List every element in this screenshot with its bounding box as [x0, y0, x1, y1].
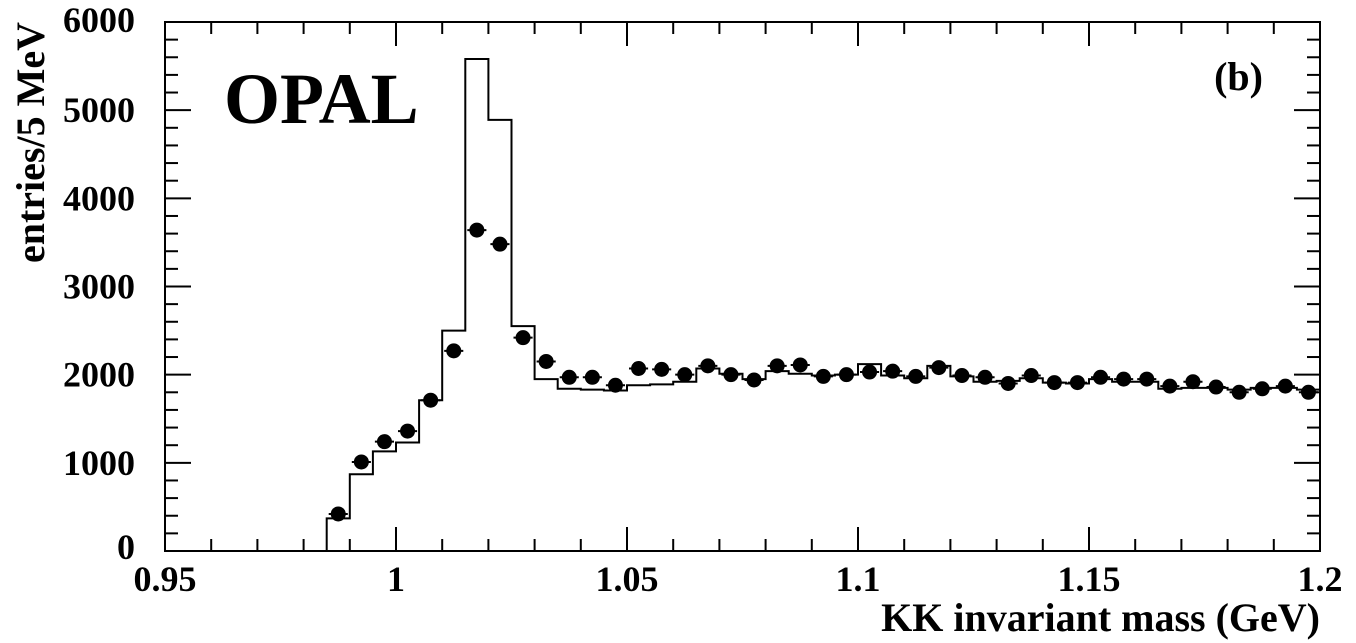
- x-axis-title: KK invariant mass (GeV): [881, 595, 1320, 640]
- data-point: [1093, 369, 1109, 385]
- data-point: [654, 361, 670, 377]
- data-point: [1139, 371, 1155, 387]
- y-axis-title: entries/5 MeV: [8, 22, 53, 263]
- data-points-series: [328, 222, 1318, 522]
- data-point: [1254, 381, 1270, 397]
- data-point: [330, 506, 346, 522]
- data-point: [1231, 384, 1247, 400]
- data-point: [446, 343, 462, 359]
- data-point: [423, 392, 439, 408]
- data-point: [1162, 378, 1178, 394]
- data-point: [376, 434, 392, 450]
- data-point: [931, 360, 947, 376]
- x-tick-label: 1.2: [1298, 559, 1343, 599]
- data-point: [1277, 378, 1293, 394]
- data-point: [353, 454, 369, 470]
- data-point: [908, 368, 924, 384]
- data-point: [1023, 368, 1039, 384]
- data-point: [838, 367, 854, 383]
- data-point: [631, 360, 647, 376]
- y-tick-label: 0: [117, 527, 135, 567]
- data-point: [492, 236, 508, 252]
- tick-labels: 0.95 1 1.05 1.1 1.15 1.2 0 1000 2000 3000 4000 5000…: [63, 0, 1343, 599]
- data-point: [977, 369, 993, 385]
- y-tick-label: 2000: [63, 355, 135, 395]
- data-point: [561, 369, 577, 385]
- data-point: [1069, 375, 1085, 391]
- data-point: [815, 368, 831, 384]
- data-point: [607, 377, 623, 393]
- y-tick-label: 4000: [63, 178, 135, 218]
- data-point: [515, 330, 531, 346]
- panel-label: (b): [1214, 54, 1263, 99]
- axis-ticks: [164, 21, 1321, 552]
- data-point: [538, 353, 554, 369]
- y-tick-label: 5000: [63, 90, 135, 130]
- data-point: [792, 357, 808, 373]
- x-tick-label: 0.95: [134, 559, 197, 599]
- data-point: [1208, 379, 1224, 395]
- data-point: [700, 358, 716, 374]
- data-point: [954, 368, 970, 384]
- data-point: [1300, 384, 1316, 400]
- y-tick-label: 3000: [63, 267, 135, 307]
- data-point: [584, 369, 600, 385]
- x-tick-label: 1: [387, 559, 405, 599]
- data-point: [400, 423, 416, 439]
- data-point: [677, 367, 693, 383]
- data-point: [862, 364, 878, 380]
- data-point: [1185, 374, 1201, 390]
- data-point: [469, 222, 485, 238]
- x-tick-label: 1.05: [596, 559, 659, 599]
- x-tick-label: 1.1: [836, 559, 881, 599]
- data-point: [1000, 375, 1016, 391]
- data-point: [723, 367, 739, 383]
- data-point: [1116, 371, 1132, 387]
- y-tick-label: 1000: [63, 443, 135, 483]
- data-point: [1046, 375, 1062, 391]
- y-tick-label: 6000: [63, 0, 135, 40]
- histogram-line: [325, 58, 1320, 551]
- data-point: [885, 363, 901, 379]
- histogram-series: [325, 58, 1320, 551]
- data-point: [746, 372, 762, 388]
- x-tick-label: 1.15: [1058, 559, 1121, 599]
- opal-annotation: OPAL: [224, 59, 419, 139]
- data-point: [769, 358, 785, 374]
